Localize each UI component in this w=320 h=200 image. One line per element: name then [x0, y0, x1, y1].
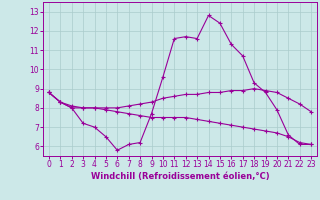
X-axis label: Windchill (Refroidissement éolien,°C): Windchill (Refroidissement éolien,°C): [91, 172, 269, 181]
